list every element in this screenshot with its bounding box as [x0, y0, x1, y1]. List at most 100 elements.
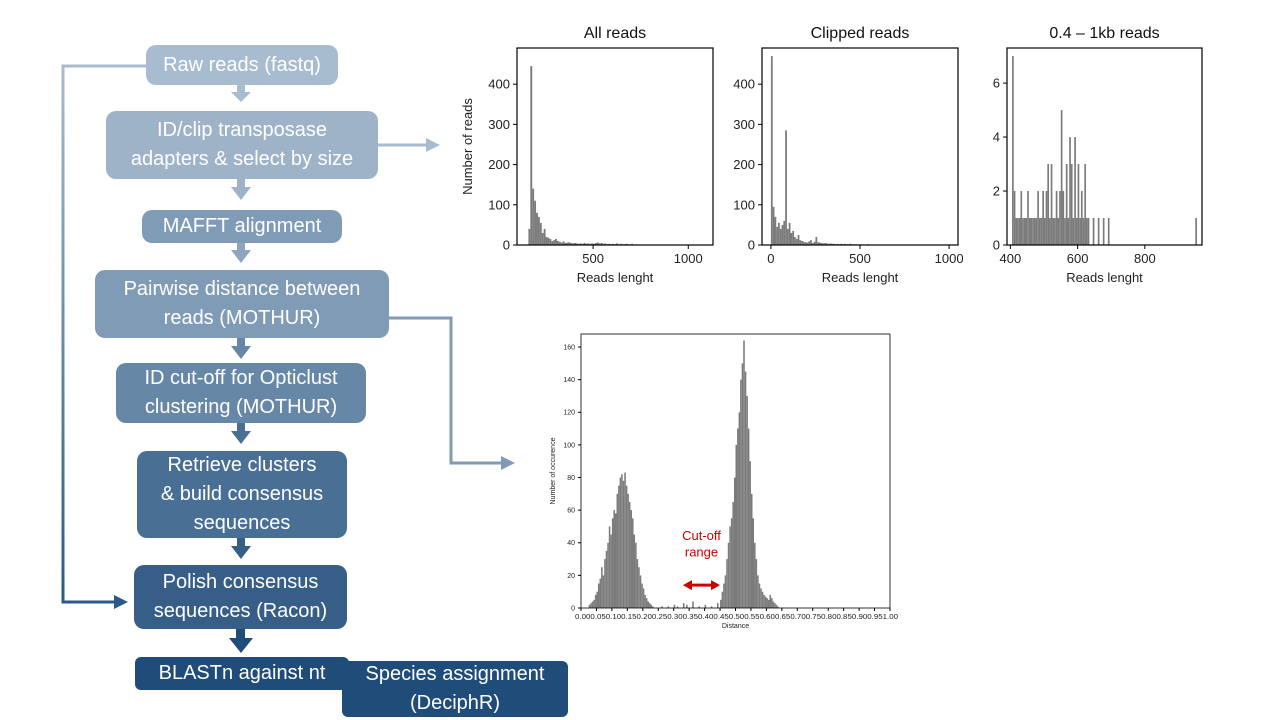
step-label: Retrieve clusters & build consensus sequ… — [160, 454, 324, 534]
histogram-bar — [625, 485, 628, 608]
histogram-bar — [730, 518, 733, 608]
histogram-bar — [597, 583, 600, 608]
histogram-bar — [820, 242, 823, 245]
histogram-bar — [631, 243, 634, 245]
histogram-bar — [536, 212, 538, 245]
histogram-bar — [555, 238, 557, 245]
histogram-bar — [822, 243, 825, 245]
histogram-bar — [652, 606, 654, 608]
histogram-bar — [608, 243, 611, 245]
histogram-bar — [579, 243, 582, 245]
y-tick-label: 2 — [993, 184, 1000, 199]
histogram-bar — [647, 601, 649, 608]
histogram-bar — [530, 66, 533, 246]
y-tick-label: 100 — [563, 442, 575, 449]
histogram-bar — [819, 242, 821, 245]
distance-connector — [388, 316, 503, 465]
y-tick-label: 300 — [488, 117, 510, 132]
plot-frame — [516, 47, 714, 246]
y-tick-label: 6 — [993, 76, 1000, 91]
histogram-bar — [815, 236, 818, 245]
histogram-bar — [591, 243, 594, 245]
histogram-bar — [547, 237, 550, 245]
histogram-bar — [1195, 218, 1197, 245]
histogram-bar — [572, 243, 575, 245]
histogram-bar — [591, 601, 594, 608]
x-tick-label: 0 — [767, 251, 774, 266]
step-retrieve-clusters: Retrieve clusters & build consensus sequ… — [137, 451, 347, 538]
histogram-bar — [1037, 191, 1039, 245]
histogram-bar — [590, 603, 592, 608]
histogram-bar — [1013, 191, 1016, 245]
histogram-bar — [750, 493, 753, 608]
step-blastn: BLASTn against nt — [135, 657, 349, 690]
step-arrow — [229, 629, 253, 653]
histogram-bar — [737, 428, 739, 608]
step-raw-reads: Raw reads (fastq) — [146, 45, 338, 85]
histogram-bar — [628, 501, 631, 608]
histogram-bar — [1067, 218, 1070, 245]
histogram-bar — [1087, 218, 1090, 245]
histogram-bar — [1054, 218, 1056, 245]
step-pairwise-distance: Pairwise distance between reads (MOTHUR) — [95, 270, 389, 338]
step-arrow — [231, 538, 251, 559]
histogram-bar — [760, 588, 762, 608]
histogram-bar — [1043, 218, 1046, 245]
histogram-bar — [588, 604, 591, 608]
histogram-bar — [1023, 218, 1026, 245]
y-tick-label: 400 — [733, 77, 755, 92]
histogram-bar — [601, 567, 603, 608]
histogram-bar — [1017, 218, 1019, 245]
histogram-bar — [729, 526, 731, 608]
histogram-bar — [1050, 164, 1053, 245]
y-tick-label: 0 — [503, 238, 510, 253]
histogram-bar — [583, 242, 586, 245]
histogram-bar — [1069, 137, 1071, 245]
histogram-bar — [772, 206, 775, 245]
step-label: Pairwise distance between reads (MOTHUR) — [123, 278, 361, 329]
histogram-bar — [556, 240, 559, 245]
histogram-bar — [746, 395, 748, 608]
histogram-bar — [599, 578, 602, 608]
histogram-bar — [720, 599, 722, 608]
histogram-bar — [1107, 218, 1110, 245]
histogram-bar — [594, 594, 597, 608]
feedback-connector — [61, 64, 146, 604]
histogram-bar — [817, 242, 820, 245]
step-id-cutoff: ID cut-off for Opticlust clustering (MOT… — [116, 363, 366, 423]
histogram-bar — [1080, 191, 1083, 245]
histogram-bar — [545, 236, 548, 245]
histogram-bar — [785, 130, 787, 245]
y-tick-label: 200 — [733, 157, 755, 172]
histogram-bar — [612, 243, 615, 245]
y-tick-label: 200 — [488, 157, 510, 172]
histogram-bar — [562, 241, 565, 245]
histogram-bar — [833, 243, 836, 245]
histogram-bar — [795, 238, 798, 245]
x-axis-label: Reads lenght — [577, 270, 654, 285]
histogram-bar — [710, 606, 713, 608]
x-axis-label: Distance — [722, 623, 749, 630]
histogram-bar — [747, 428, 750, 608]
histogram-bar — [786, 228, 789, 245]
step-mafft-alignment: MAFFT alignment — [142, 210, 342, 243]
histogram-bar — [716, 603, 719, 608]
cutoff-arrowhead-right — [711, 580, 721, 591]
histogram-bar — [1028, 218, 1031, 245]
histogram-bar — [638, 567, 640, 608]
y-tick-label: 4 — [993, 130, 1000, 145]
histogram-bar — [608, 526, 611, 608]
histogram-bar — [802, 241, 805, 245]
histogram-bar — [635, 542, 637, 608]
histogram-bar — [607, 542, 609, 608]
histogram-bar — [564, 242, 567, 245]
histogram-bar — [1040, 218, 1043, 245]
histogram-bar — [667, 606, 670, 608]
histogram-bar — [776, 226, 779, 245]
histogram-bar — [1062, 191, 1065, 245]
chart-title: 0.4 – 1kb reads — [1049, 25, 1159, 42]
histogram-bar — [619, 477, 622, 608]
histogram-bar — [792, 230, 795, 245]
histogram-bar — [824, 242, 827, 245]
step-arrow — [231, 338, 251, 359]
